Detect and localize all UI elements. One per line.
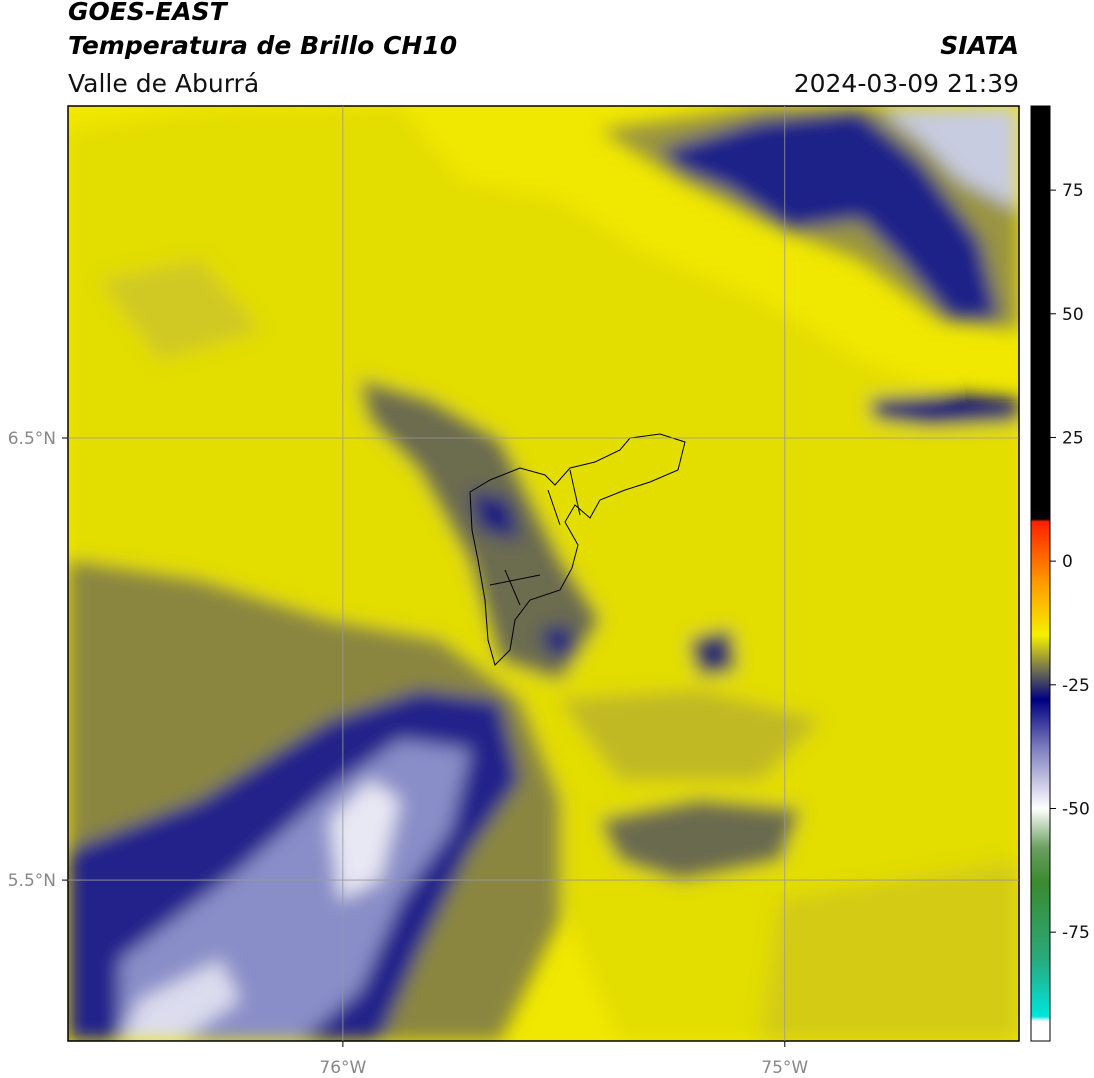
region: Valle de Aburrá [68,69,259,98]
y-tick-label: 6.5°N [8,429,56,449]
colorbar-tick-label: 50 [1062,305,1084,325]
colorbar-tick-label: 75 [1062,181,1084,201]
title: GOES-EAST [68,0,229,26]
colorbar [1030,105,1051,1042]
timestamp: 2024-03-09 21:39 [794,69,1019,98]
map-frame [67,105,1020,1042]
colorbar-tick-label: -25 [1062,676,1090,696]
satellite-image [68,106,1019,1041]
subtitle: Temperatura de Brillo CH10 [68,31,457,60]
colorbar-tick-label: 0 [1062,552,1073,572]
y-tick-label: 5.5°N [8,871,56,891]
x-tick-label: 76°W [319,1058,366,1078]
source: SIATA [940,31,1019,60]
colorbar-tick-label: -50 [1062,799,1090,819]
x-tick-label: 75°W [761,1058,808,1078]
colorbar-tick-label: 25 [1062,428,1084,448]
colorbar-tick-label: -75 [1062,923,1090,943]
